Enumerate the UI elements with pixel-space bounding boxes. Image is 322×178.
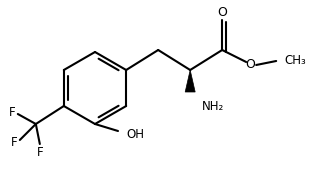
Text: NH₂: NH₂ [202, 100, 224, 113]
Polygon shape [185, 70, 195, 92]
Text: O: O [217, 7, 227, 20]
Text: O: O [245, 59, 255, 72]
Text: F: F [36, 145, 43, 158]
Text: F: F [8, 106, 15, 119]
Text: OH: OH [126, 127, 144, 140]
Text: CH₃: CH₃ [284, 54, 306, 67]
Text: F: F [11, 135, 17, 148]
